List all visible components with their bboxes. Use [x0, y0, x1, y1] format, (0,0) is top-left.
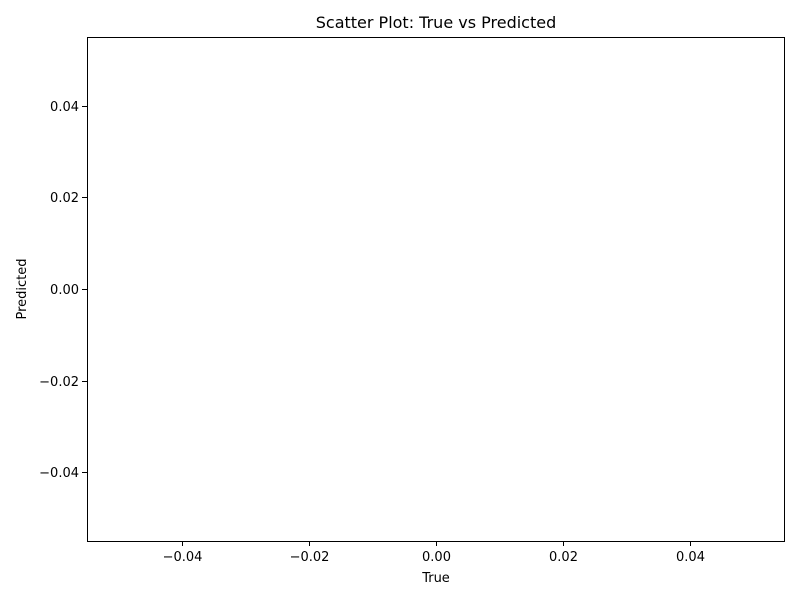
y-axis-label: Predicted [15, 258, 30, 319]
x-tick-label: −0.02 [290, 550, 330, 565]
y-tick-label: 0.00 [50, 283, 79, 298]
y-tick-label: −0.02 [39, 375, 79, 390]
chart-title: Scatter Plot: True vs Predicted [316, 13, 557, 32]
y-axis-ticks: −0.04 −0.02 0.00 0.02 0.04 [39, 100, 87, 481]
x-axis-label: True [421, 571, 450, 586]
x-tick-label: 0.02 [549, 550, 578, 565]
y-tick-label: 0.02 [50, 191, 79, 206]
x-tick-label: 0.04 [676, 550, 705, 565]
x-tick-label: 0.00 [422, 550, 451, 565]
x-tick-label: −0.04 [163, 550, 203, 565]
x-axis-ticks: −0.04 −0.02 0.00 0.02 0.04 [163, 541, 705, 565]
y-tick-label: −0.04 [39, 466, 79, 481]
y-tick-label: 0.04 [50, 100, 79, 115]
